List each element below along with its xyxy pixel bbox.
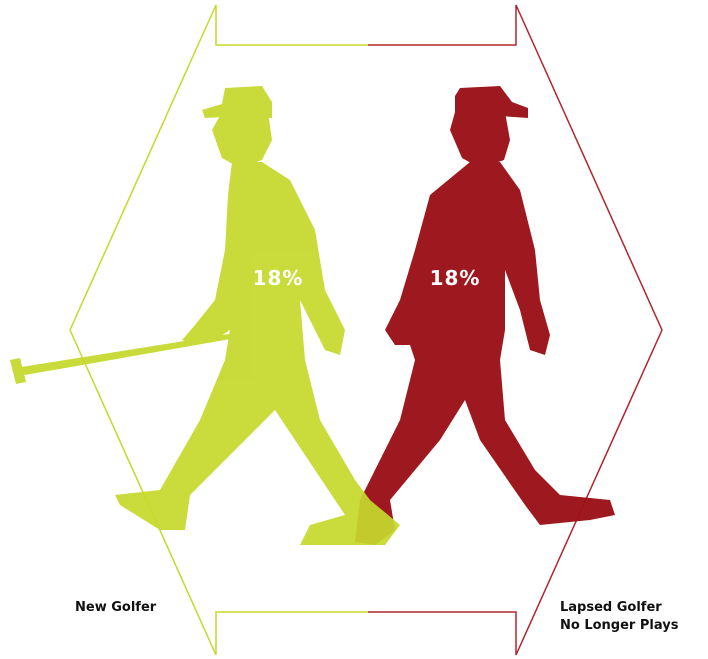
putter-head — [10, 358, 26, 384]
new-golfer-figure — [10, 86, 400, 545]
value-label: 18% — [430, 266, 481, 290]
figure-sublabel: No Longer Plays — [560, 618, 679, 633]
frame — [69, 4, 663, 656]
figure-label: Lapsed Golfer — [560, 600, 662, 615]
frame-left — [69, 4, 368, 656]
lapsed-golfer-figure — [355, 86, 615, 545]
frame-right — [368, 4, 663, 656]
figure-label: New Golfer — [75, 600, 157, 615]
value-label: 18% — [253, 266, 304, 290]
putter-shaft — [15, 333, 236, 375]
